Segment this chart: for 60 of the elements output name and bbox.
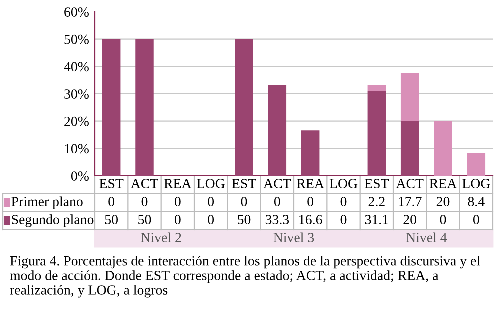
data-label: 0	[108, 197, 115, 206]
text: Nivel 4	[406, 232, 448, 242]
bar	[467, 153, 486, 176]
x-tick-label: REA	[297, 179, 324, 188]
data-label: 50	[238, 215, 251, 224]
data-label: 0	[208, 215, 214, 224]
y-tick-label: 60%	[64, 8, 89, 17]
bar	[235, 39, 254, 176]
data-label: 50	[138, 215, 152, 224]
y-tick-label: 40%	[64, 62, 89, 72]
x-tick-label: REA	[430, 179, 458, 188]
y-tick-label: 0%	[71, 172, 89, 181]
data-label: 20	[404, 215, 416, 224]
bar	[400, 72, 420, 122]
data-label: 0	[142, 197, 148, 206]
data-label: 31.1	[365, 215, 388, 225]
x-tick-label: EST	[232, 179, 256, 188]
data-label: 0	[174, 215, 181, 224]
data-label: 0	[308, 197, 314, 206]
legend-label: Primer plano	[12, 196, 83, 210]
x-tick-label: LOG	[462, 179, 490, 188]
data-label: 20	[436, 197, 450, 206]
data-label: 17.7	[399, 197, 422, 207]
y-tick-label: 30%	[64, 90, 89, 99]
text: Nivel 3	[274, 232, 314, 242]
bar	[136, 39, 154, 176]
data-label: 16.6	[300, 215, 322, 225]
data-label: 8.4	[468, 197, 485, 207]
x-tick-label: LOG	[330, 179, 358, 188]
data-label: 0	[440, 215, 446, 224]
data-label: 0	[340, 197, 347, 206]
x-tick-label: ACT	[396, 179, 424, 188]
legend-label: Segundo plano	[12, 214, 94, 228]
data-label: 33.3	[266, 215, 290, 225]
data-label: 50	[105, 215, 118, 224]
text: Figura 4. Porcentajes de interacción entre los planos de la perspectiva discursiva y el modo de acción. Donde EST corresponde a estado; ACT, a actividad; REA, a realización, y LOG, a logros	[10, 256, 480, 298]
bar	[268, 84, 287, 176]
bar	[301, 130, 320, 176]
bar	[400, 121, 420, 176]
bar	[102, 39, 121, 176]
bar	[434, 121, 452, 176]
bar	[368, 90, 386, 176]
x-tick-label: LOG	[197, 179, 225, 188]
data-label: 0	[340, 215, 347, 224]
x-tick-label: EST	[364, 179, 390, 188]
y-tick-label: 50%	[64, 34, 89, 44]
data-label: 0	[174, 197, 181, 206]
y-tick-label: 20%	[64, 116, 89, 126]
x-tick-label: EST	[100, 179, 124, 188]
bar	[368, 84, 386, 91]
x-tick-label: ACT	[264, 179, 292, 188]
data-label: 2.2	[368, 197, 385, 207]
data-label: 0	[208, 197, 214, 206]
y-tick-label: 10%	[65, 144, 89, 154]
text: Nivel 2	[141, 232, 182, 242]
data-label: 0	[274, 197, 280, 206]
data-label: 0	[241, 197, 248, 206]
x-tick-label: REA	[164, 179, 192, 188]
x-tick-label: ACT	[131, 179, 158, 188]
data-label: 0	[473, 215, 480, 224]
